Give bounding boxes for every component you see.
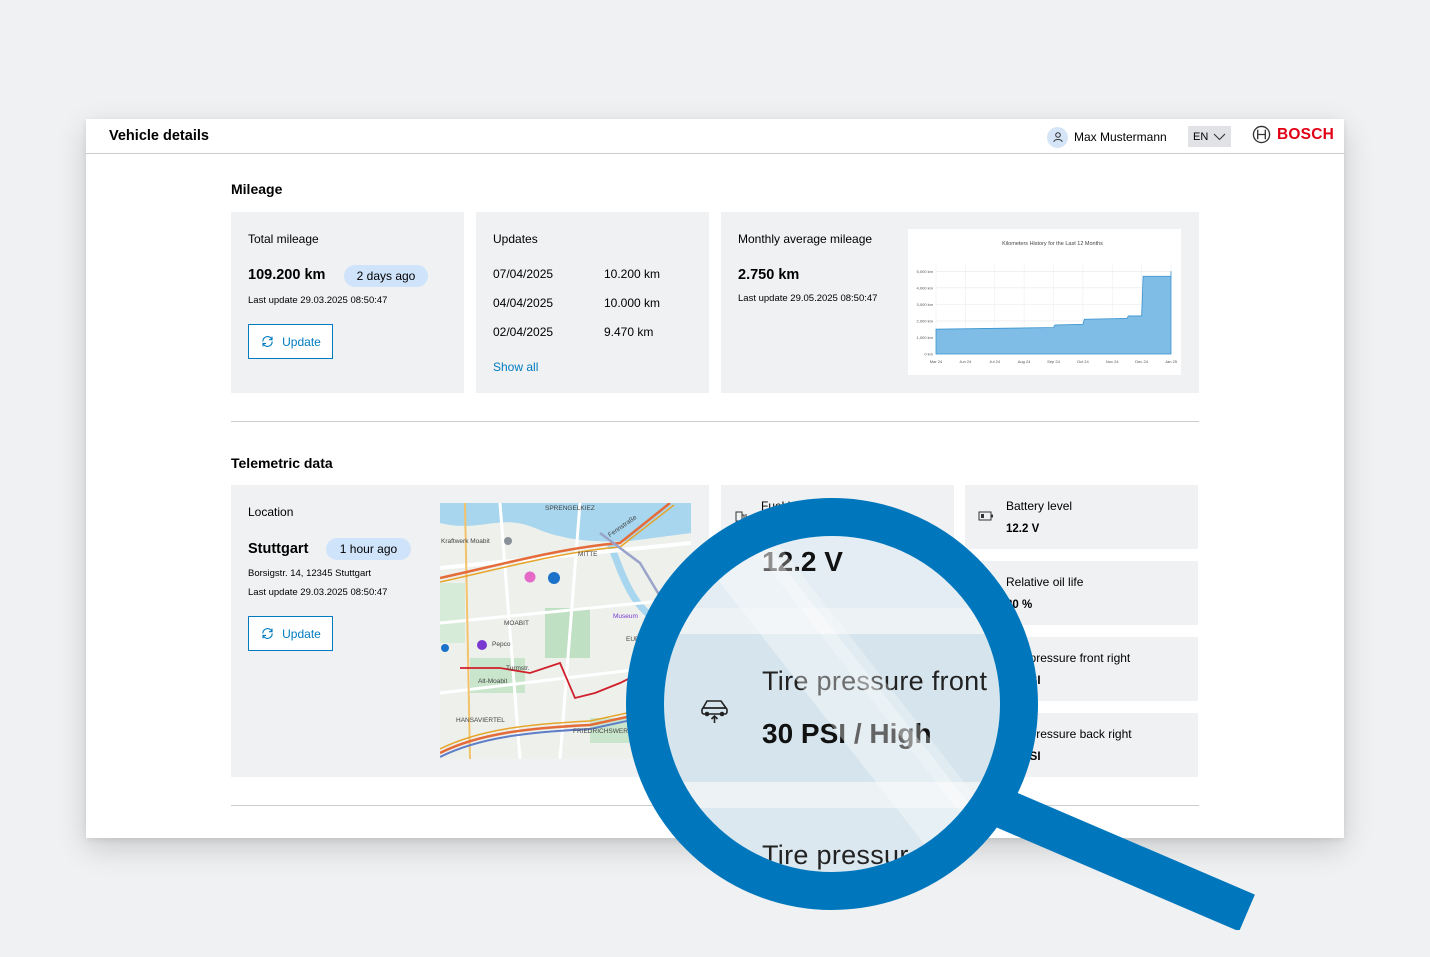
monthly-mileage-card: Monthly average mileage 2.750 km Last up… [721,212,1199,393]
update-date: 02/04/2025 [493,325,554,339]
lens-fuel-value: 12.2 V [762,546,843,577]
page-title: Vehicle details [109,128,209,144]
update-date: 04/04/2025 [493,296,554,310]
telemetric-section-title: Telemetric data [231,455,333,471]
total-mileage-card: Total mileage 109.200 km 2 days ago Last… [231,212,464,393]
chart-x-tick-label: Jan 25 [1165,359,1178,364]
chart-area-series [935,271,1172,355]
user-name: Max Mustermann [1074,130,1167,144]
tire-front-right-label: Tire pressure front right [1006,651,1131,665]
update-button-label: Update [282,626,321,641]
brand-name: BOSCH [1277,125,1334,143]
update-value: 10.200 km [604,267,661,281]
chart-y-tick-label: 5,000 km [917,269,934,274]
chart-svg: Kilometers History for the Last 12 Month… [917,241,1178,364]
chart-x-tick-label: Mar 24 [930,359,943,364]
map-label: HANSAVIERTEL [456,717,505,724]
status-badge: 2 days ago [344,265,428,287]
location-address: Borsigstr. 14, 12345 Stuttgart [248,568,372,579]
map-label: FRIEDRICHSWERDER [573,728,642,735]
bosch-logo: BOSCH [1252,125,1334,144]
total-mileage-label: Total mileage [248,232,319,246]
chart-x-tick-label: Oct 24 [1077,359,1090,364]
map-label: SPRENGELKIEZ [545,505,595,512]
chart-x-tick-label: Jun 24 [959,359,972,364]
monthly-mileage-label: Monthly average mileage [738,232,873,246]
user-menu[interactable]: Max Mustermann [1047,126,1167,148]
kilometers-history-chart: Kilometers History for the Last 12 Month… [908,229,1181,375]
location-last-update: Last update 29.03.2025 08:50:47 [248,587,388,598]
chart-y-tick-label: 3,000 km [917,302,934,307]
language-value: EN [1193,130,1209,143]
update-mileage-button[interactable]: Update [248,324,333,359]
map-label: MITTE [578,551,598,558]
status-badge: 1 hour ago [326,538,411,560]
mileage-section-title: Mileage [231,181,283,197]
chart-y-tick-label: 4,000 km [917,285,934,290]
updates-card: Updates 07/04/2025 10.200 km 04/04/2025 … [476,212,709,393]
lens-tire-value: 30 PSI / High [762,718,932,749]
user-avatar-icon [1047,126,1068,148]
chart-y-tick-label: 0 km [924,352,933,357]
updates-label: Updates [493,232,538,246]
map-label: Kraftwerk Moabit [441,538,490,545]
chart-x-tick-label: Nov 24 [1106,359,1119,364]
lens-gap [663,782,1001,808]
update-date: 07/04/2025 [493,267,554,281]
chart-x-tick-label: Jul 24 [989,359,1000,364]
monthly-last-update-text: Last update 29.05.2025 08:50:47 [738,293,878,304]
chart-x-tick-label: Aug 24 [1018,359,1031,364]
chart-title: Kilometers History for the Last 12 Month… [1002,241,1103,247]
chevron-down-icon [1213,133,1226,140]
battery-icon [978,511,993,521]
chart-x-tick-label: Dec 24 [1135,359,1148,364]
bosch-armature-icon [1252,125,1271,144]
oil-life-label: Relative oil life [1006,575,1084,589]
top-bar: Vehicle details Max Mustermann EN BOSCH [86,119,1344,154]
language-select[interactable]: EN [1188,126,1231,147]
map-label: EUR [626,636,640,643]
update-location-button[interactable]: Update [248,616,333,651]
map-label: Alt-Moabit [478,678,508,685]
update-value: 10.000 km [604,296,661,310]
battery-level-card: Battery level 12.2 V [965,485,1198,549]
show-all-link[interactable]: Show all [493,360,539,374]
lens-tire-label: Tire pressure front [762,666,988,696]
monthly-mileage-value: 2.750 km [738,267,800,283]
chart-x-tick-label: Sep 24 [1047,359,1060,364]
refresh-icon [262,628,273,639]
map-label: Museum [613,613,638,620]
location-label: Location [248,505,294,519]
battery-level-label: Battery level [1006,499,1073,513]
map-label: MOABIT [504,620,529,627]
refresh-icon [262,336,273,347]
lens-gap [663,608,1001,634]
tire-back-right-label: Tire pressure back right [1006,727,1132,741]
tire-pressure-icon [701,700,728,723]
last-update-text: Last update 29.03.2025 08:50:47 [248,295,388,306]
chart-y-tick-label: 2,000 km [917,318,934,323]
map-label: Pepco [492,641,511,648]
update-value: 9.470 km [604,325,654,339]
chart-y-tick-label: 1,000 km [917,335,934,340]
location-city: Stuttgart [248,541,309,557]
total-mileage-value: 109.200 km [248,267,326,283]
magnifier-icon [626,498,1255,930]
update-button-label: Update [282,334,321,349]
magnifier-lens: 12.2 V Tire pressure front 30 PSI / High… [663,534,1001,872]
battery-level-value: 12.2 V [1006,523,1040,535]
section-divider [231,421,1199,422]
map-label: Turmstr. [506,665,530,672]
